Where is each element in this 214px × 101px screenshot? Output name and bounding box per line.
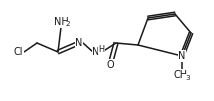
Text: O: O	[106, 60, 114, 70]
Text: CH: CH	[174, 70, 188, 80]
Text: N: N	[178, 51, 186, 61]
Text: Cl: Cl	[13, 47, 23, 57]
Text: 2: 2	[66, 22, 70, 27]
Text: N: N	[92, 47, 100, 57]
Text: NH: NH	[54, 17, 68, 27]
Text: H: H	[98, 45, 105, 55]
Text: N: N	[75, 38, 83, 48]
Text: 3: 3	[186, 75, 190, 80]
